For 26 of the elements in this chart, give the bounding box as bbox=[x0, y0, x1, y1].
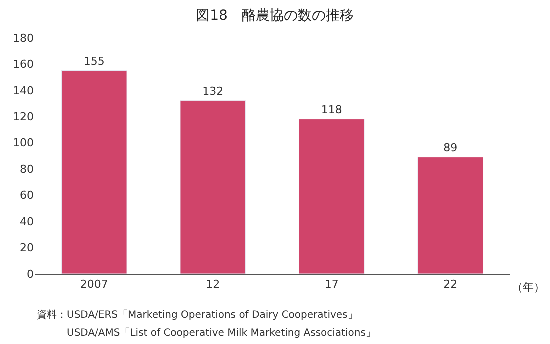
y-tick-label: 140 bbox=[13, 84, 34, 98]
y-tick-label: 180 bbox=[13, 32, 34, 45]
data-label: 89 bbox=[444, 141, 458, 154]
y-tick-label: 80 bbox=[20, 162, 34, 176]
y-tick-label: 120 bbox=[13, 110, 34, 124]
bar bbox=[61, 70, 128, 274]
x-tick-label: 2007 bbox=[80, 278, 108, 292]
bar bbox=[298, 119, 365, 274]
data-label: 155 bbox=[84, 54, 105, 68]
y-tick-label: 60 bbox=[20, 189, 34, 202]
data-label: 132 bbox=[202, 84, 224, 98]
text: USDA/AMS「List of Cooperative Milk Marketing Associations」 bbox=[37, 327, 376, 339]
x-axis-title: （年） bbox=[512, 281, 545, 294]
y-tick-label: 20 bbox=[20, 242, 34, 255]
x-tick-label: 17 bbox=[324, 278, 339, 292]
text: 資料：USDA/ERS「Marketing Operations of Dairy Cooperatives」 bbox=[37, 309, 358, 321]
y-tick-label: 0 bbox=[27, 268, 34, 281]
data-label: 118 bbox=[321, 103, 342, 116]
y-tick-label: 100 bbox=[13, 136, 34, 150]
y-tick-label: 40 bbox=[20, 215, 34, 228]
y-tick-label: 160 bbox=[13, 58, 34, 72]
bar bbox=[418, 157, 484, 274]
x-tick-label: 22 bbox=[444, 278, 458, 292]
bar bbox=[180, 100, 246, 274]
chart-title: 図18 酪農協の数の推移 bbox=[196, 8, 354, 24]
x-tick-label: 12 bbox=[206, 278, 220, 292]
